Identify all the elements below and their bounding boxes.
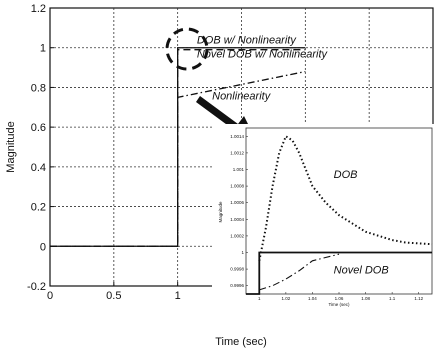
y-tick-label: 0	[40, 241, 46, 253]
inset-y-tick-label: 1.001	[233, 167, 245, 172]
inset-y-tick-label: 1.0012	[230, 150, 244, 155]
highlight-circle	[165, 27, 209, 71]
inset-y-tick-label: 1.0014	[230, 134, 244, 139]
y-axis-label: Magnitude	[5, 121, 17, 172]
x-axis-label: Time (sec)	[215, 336, 267, 348]
inset-x-tick-label: 1.04	[308, 296, 317, 301]
y-tick-label: -0.2	[27, 281, 46, 293]
inset-x-tick-label: 1.06	[335, 296, 344, 301]
main-annotations: DOB w/ Nonlinearity Novel DOB w/ Nonlinea…	[197, 35, 329, 103]
y-tick-label: 0.4	[31, 162, 46, 174]
y-tick-label: 0.8	[31, 82, 46, 94]
annotation-label-3: Nonlinearity	[212, 90, 272, 102]
x-tick-label: 0.5	[106, 290, 121, 302]
inset-y-axis-label: Magnitude	[218, 201, 223, 223]
inset-x-tick-label: 1.02	[281, 296, 290, 301]
inset-y-tick-label: 1.0002	[230, 233, 244, 238]
y-tick-label: 1	[40, 43, 46, 55]
inset-y-tick-label: 1.0008	[230, 184, 244, 189]
inset-y-tick-label: 1	[241, 250, 244, 255]
y-tick-label: 0.6	[31, 122, 46, 134]
inset-annotation-label-2: Novel DOB	[334, 264, 389, 276]
inset-annotations: DOB Novel DOB	[334, 169, 389, 276]
inset-y-tick-label: 0.9998	[230, 267, 244, 272]
inset-annotation-label-1: DOB	[334, 169, 358, 181]
inset-series-line-1	[258, 134, 433, 261]
inset-series-line-3	[246, 251, 432, 295]
inset-plot: 1 1.02 1.04 1.06 1.08 1.1 1.12 0.9996 0.9998 1 1.0…	[212, 124, 442, 307]
inset-plot-frame	[245, 127, 433, 295]
inset-y-tick-label: 1.0004	[230, 217, 244, 222]
x-tick-label: 0	[47, 290, 53, 302]
inset-y-tick-label: 0.9996	[230, 283, 244, 288]
inset-y-tick-label: 1.0006	[230, 200, 244, 205]
inset-x-tick-label: 1.1	[389, 296, 396, 301]
y-tick-label: 0.2	[31, 202, 46, 214]
inset-x-axis-label: Time (sec)	[328, 302, 350, 307]
series-line-3	[50, 70, 306, 247]
series-line-2	[50, 49, 306, 247]
annotation-label-1: DOB w/ Nonlinearity	[197, 35, 298, 47]
inset-ticks: 1 1.02 1.04 1.06 1.08 1.1 1.12 0.9996 0.9998 1 1.0…	[230, 134, 423, 301]
x-tick-label: 1	[175, 290, 181, 302]
inset-x-tick-label: 1.08	[361, 296, 370, 301]
y-tick-label: 1.2	[31, 3, 46, 15]
annotation-label-2: Novel DOB w/ Nonlinearity	[197, 49, 329, 61]
main-series	[50, 47, 306, 247]
inset-x-tick-label: 1.12	[414, 296, 423, 301]
inset-series	[246, 134, 433, 295]
inset-x-tick-label: 1	[258, 296, 261, 301]
